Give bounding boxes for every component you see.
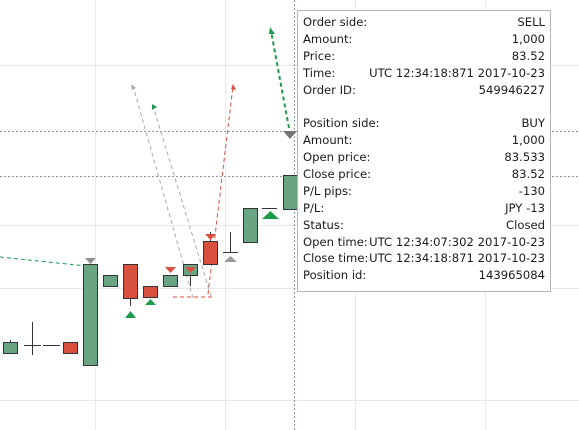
- arrow-head: [269, 27, 275, 34]
- tooltip-label: Order ID:: [303, 82, 356, 97]
- tooltip-label: Position id:: [303, 268, 367, 283]
- tooltip-value: JPY -13: [505, 200, 545, 215]
- tooltip-row-close-price: Close price: 83.52: [303, 166, 545, 183]
- tooltip-label: P/L:: [303, 200, 325, 215]
- closed-marker: [85, 258, 96, 264]
- tooltip-row-position-side: Position side: BUY: [303, 115, 545, 132]
- trade-link: [132, 85, 194, 299]
- closed-marker: [283, 131, 297, 139]
- trade-markers: [85, 131, 297, 318]
- tooltip-value: SELL: [517, 15, 545, 29]
- tooltip-row-status: Status: Closed: [303, 217, 545, 234]
- tooltip-row-amount: Amount: 1,000: [303, 132, 545, 149]
- tooltip-row-price: Price: 83.52: [303, 48, 545, 65]
- tooltip-row-close-time: Close time: UTC 12:34:18:871 2017-10-23: [303, 250, 545, 267]
- tooltip-value: Closed: [506, 217, 545, 232]
- tooltip-row-pl: P/L: JPY -13: [303, 200, 545, 217]
- tooltip-label: Close price:: [303, 167, 372, 182]
- arrow-head: [231, 84, 236, 90]
- tooltip-value: BUY: [521, 116, 545, 131]
- tooltip-value: 1,000: [511, 133, 545, 148]
- tooltip-value: 83.533: [504, 150, 545, 165]
- tooltip-value: UTC 12:34:18:871 2017-10-23: [369, 65, 545, 80]
- buy-marker: [125, 311, 136, 318]
- tooltip-row-order-id: Order ID: 549946227: [303, 82, 545, 99]
- trade-link: [0, 256, 87, 267]
- sell-marker: [185, 267, 196, 273]
- tooltip-row-amount: Amount: 1,000: [303, 31, 545, 48]
- tooltip-label: Close time:: [303, 251, 369, 266]
- candle: [203, 241, 218, 265]
- tooltip-value: 143965084: [478, 268, 545, 283]
- tooltip-value: 1,000: [511, 31, 545, 46]
- arrow-head: [131, 84, 136, 90]
- trade-link: [270, 30, 290, 129]
- tooltip-value: -130: [518, 183, 545, 198]
- tooltip-value: UTC 12:34:07:302 2017-10-23: [369, 234, 545, 249]
- tooltip-row-open-time: Open time: UTC 12:34:07:302 2017-10-23: [303, 234, 545, 251]
- tooltip-value: 549946227: [478, 82, 545, 97]
- candle: [83, 264, 98, 366]
- sell-marker: [205, 234, 216, 240]
- buy-marker: [262, 211, 279, 219]
- tooltip-label: Open time:: [303, 234, 368, 249]
- candle: [123, 264, 138, 299]
- closed-marker: [224, 256, 237, 262]
- tooltip-label: P/L pips:: [303, 183, 352, 198]
- trade-link: [152, 105, 212, 297]
- tooltip-label: Amount:: [303, 133, 353, 148]
- tooltip-label: Amount:: [303, 31, 353, 46]
- candle: [143, 286, 158, 298]
- tooltip-label: Time:: [303, 65, 336, 80]
- tooltip-row-time: Time: UTC 12:34:18:871 2017-10-23: [303, 65, 545, 82]
- candle: [283, 175, 298, 210]
- candles: [3, 175, 298, 366]
- tooltip-row-order-side: Order side: SELL: [303, 14, 545, 31]
- sell-marker: [165, 267, 176, 273]
- candle: [103, 275, 118, 287]
- arrow-head: [152, 104, 157, 110]
- tooltip-row-pl-pips: P/L pips: -130: [303, 183, 545, 200]
- candle: [3, 342, 18, 354]
- candle: [163, 275, 178, 287]
- tooltip-label: Position side:: [303, 116, 380, 131]
- candle: [63, 342, 78, 354]
- tooltip-value: UTC 12:34:18:871 2017-10-23: [369, 251, 545, 266]
- tooltip-value: 83.52: [511, 167, 545, 182]
- trade-links: [0, 27, 290, 299]
- tooltip-label: Open price:: [303, 150, 371, 165]
- candle: [243, 208, 258, 243]
- tooltip-label: Order side:: [303, 15, 368, 29]
- tooltip-row-open-price: Open price: 83.533: [303, 149, 545, 166]
- tooltip-value: 83.52: [511, 48, 545, 63]
- trade-tooltip: Order side: SELL Amount: 1,000 Price: 83.52…: [297, 10, 551, 292]
- tooltip-spacer: [303, 98, 545, 115]
- tooltip-row-position-id: Position id: 143965084: [303, 267, 545, 284]
- tooltip-label: Status:: [303, 217, 344, 232]
- tooltip-label: Price:: [303, 48, 336, 63]
- buy-marker: [145, 299, 156, 305]
